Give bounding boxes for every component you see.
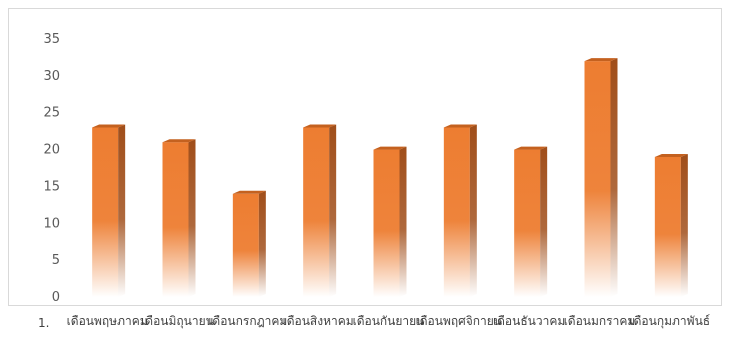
bar-front	[92, 127, 119, 297]
y-tick-label: 10	[43, 216, 60, 231]
y-tick-label: 30	[43, 69, 60, 84]
x-category-label: เดือนสิงหาคม	[283, 314, 354, 328]
bar	[303, 124, 337, 297]
bar-front	[162, 142, 189, 297]
bar	[162, 139, 196, 297]
bar-front	[443, 127, 470, 297]
bar-side	[258, 190, 266, 297]
x-category-label: เดือนธันวาคม	[493, 314, 565, 328]
x-category-label: เดือนกรกฎาคม	[208, 314, 287, 328]
bar	[654, 153, 688, 297]
bar-side	[188, 139, 196, 297]
bar-top	[92, 124, 126, 128]
bar-side	[469, 124, 477, 297]
footer-label: 1.	[38, 316, 50, 330]
bar-side	[540, 146, 548, 297]
y-tick-label: 15	[43, 179, 60, 194]
bar-side	[610, 58, 618, 297]
bar-top	[303, 124, 337, 128]
bar-front	[514, 149, 541, 297]
bar-side	[399, 146, 407, 297]
bar-top	[654, 153, 688, 157]
bar-top	[232, 190, 266, 194]
bar-side	[118, 124, 126, 297]
bar-top	[373, 146, 407, 150]
bar	[514, 146, 548, 297]
bar	[92, 124, 126, 297]
bar-top	[514, 146, 548, 150]
x-category-label: เดือนพฤศจิกายน	[416, 314, 502, 328]
x-category-label: เดือนกันยายน	[353, 314, 425, 328]
y-tick-label: 5	[52, 253, 60, 268]
bar-front	[373, 149, 400, 297]
x-category-label: เดือนพฤษภาคม	[67, 314, 148, 328]
bar-top	[443, 124, 477, 128]
y-tick-label: 0	[52, 290, 60, 305]
y-tick-label: 35	[43, 32, 60, 47]
bar	[443, 124, 477, 297]
bar	[232, 190, 266, 297]
bar-top	[162, 139, 196, 143]
x-category-label: เดือนกุมภาพันธ์	[630, 314, 711, 329]
bar-top	[584, 58, 618, 62]
bar-front	[654, 156, 681, 297]
bar	[584, 58, 618, 297]
bar-front	[303, 127, 330, 297]
x-category-label: เดือนมิถุนายน	[141, 314, 214, 329]
x-category-label: เดือนมกราคม	[564, 314, 636, 328]
bar-side	[329, 124, 337, 297]
y-tick-label: 20	[43, 143, 60, 158]
bar-front	[584, 61, 611, 297]
bar-front	[232, 193, 259, 297]
bar-side	[680, 153, 688, 297]
y-tick-label: 25	[43, 106, 60, 121]
bar	[373, 146, 407, 297]
